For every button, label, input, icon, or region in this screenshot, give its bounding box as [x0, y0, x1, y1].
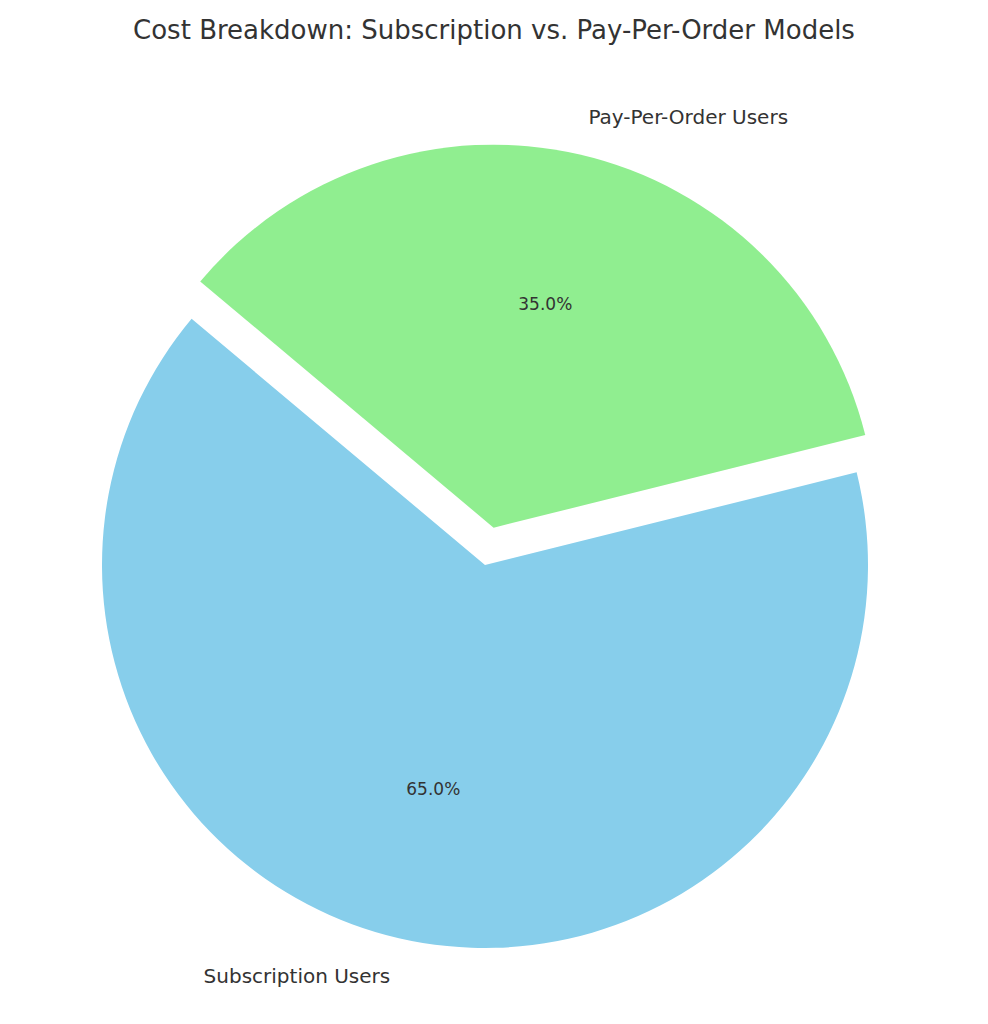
svg-text:65.0%: 65.0% [406, 779, 460, 799]
html-text:Cost Breakdown: Subscription v: Cost Breakdown: Subscription vs. Pay-Per… [133, 15, 855, 45]
svg-text:Pay-Per-Order Users: Pay-Per-Order Users [588, 105, 788, 129]
svg-text:35.0%: 35.0% [518, 294, 572, 314]
svg-text:Subscription Users: Subscription Users [204, 964, 391, 988]
